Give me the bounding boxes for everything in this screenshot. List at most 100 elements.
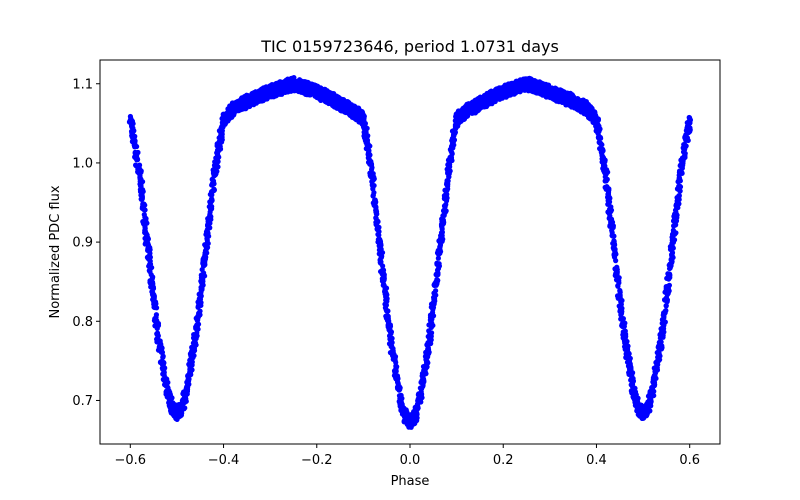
data-point <box>666 288 672 294</box>
data-point <box>418 399 424 405</box>
data-point <box>155 333 161 339</box>
data-point <box>160 353 166 359</box>
data-point <box>374 226 380 232</box>
data-point <box>677 176 683 182</box>
data-point <box>147 254 153 260</box>
data-point <box>218 130 224 136</box>
data-point <box>371 202 377 208</box>
data-point <box>684 135 691 141</box>
data-point <box>676 183 682 189</box>
data-point <box>197 300 203 306</box>
data-point <box>661 319 667 325</box>
data-point <box>606 187 612 193</box>
data-point <box>196 291 202 297</box>
data-point <box>147 250 153 256</box>
data-point <box>434 278 441 284</box>
data-point <box>437 244 443 250</box>
data-point <box>652 373 658 379</box>
data-point <box>440 217 446 223</box>
data-point <box>605 169 611 175</box>
data-point <box>377 239 384 245</box>
data-point <box>360 114 367 120</box>
data-point <box>671 237 678 243</box>
data-point <box>197 308 203 314</box>
x-tick-label: −0.6 <box>115 453 147 468</box>
data-point <box>139 179 146 185</box>
data-point <box>385 308 391 314</box>
data-point <box>191 347 198 354</box>
data-point <box>204 244 211 251</box>
data-point <box>428 330 435 336</box>
data-point <box>435 261 441 267</box>
data-point <box>380 263 386 269</box>
data-point <box>674 212 680 218</box>
data-point <box>611 244 617 250</box>
data-point <box>665 272 672 278</box>
data-point <box>687 127 693 133</box>
data-point <box>681 147 687 153</box>
data-point <box>142 214 148 220</box>
data-point <box>384 292 390 298</box>
data-point <box>168 395 175 401</box>
data-point <box>663 303 669 309</box>
data-point <box>673 230 679 236</box>
data-point <box>673 222 679 228</box>
data-point <box>138 196 144 202</box>
y-axis-label: Normalized PDC flux <box>48 185 63 318</box>
data-point <box>150 284 156 290</box>
data-point <box>376 232 382 238</box>
data-point <box>608 208 614 215</box>
data-point <box>599 150 605 157</box>
data-point <box>144 220 150 226</box>
data-point <box>195 313 201 319</box>
data-point <box>604 194 611 200</box>
data-point <box>676 193 682 199</box>
y-axis-ticks: 0.7 0.8 0.9 1.0 1.1 <box>72 77 100 409</box>
data-points <box>126 75 694 430</box>
data-point <box>615 283 621 289</box>
data-point <box>392 369 398 376</box>
data-point <box>152 304 158 311</box>
data-point <box>207 225 213 231</box>
data-point <box>604 176 610 182</box>
data-point <box>423 365 429 371</box>
data-point <box>656 340 663 346</box>
y-tick-label: 1.1 <box>72 77 93 92</box>
data-point <box>206 213 213 219</box>
data-point <box>211 187 217 194</box>
data-point <box>666 282 673 288</box>
data-point <box>609 227 615 234</box>
data-point <box>192 337 198 343</box>
data-point <box>614 264 620 270</box>
data-point <box>669 250 676 256</box>
data-point <box>686 114 692 121</box>
data-point <box>202 273 208 279</box>
data-point <box>653 367 659 373</box>
data-point <box>677 188 683 194</box>
chart-title: TIC 0159723646, period 1.0731 days <box>260 37 559 56</box>
x-tick-label: 0.4 <box>586 453 607 468</box>
data-point <box>452 130 458 136</box>
y-tick-label: 0.9 <box>72 236 93 251</box>
x-tick-label: −0.4 <box>208 453 240 468</box>
data-point <box>387 328 393 335</box>
data-point <box>447 161 453 167</box>
data-point <box>364 142 370 148</box>
data-point <box>383 302 389 308</box>
data-point <box>362 127 368 133</box>
data-point <box>619 321 625 327</box>
data-point <box>369 165 375 171</box>
data-point <box>435 265 442 272</box>
data-point <box>439 229 445 235</box>
data-point <box>389 335 395 341</box>
data-point <box>439 224 445 230</box>
data-point <box>611 233 617 239</box>
data-point <box>611 252 617 258</box>
data-point <box>370 186 376 192</box>
data-point <box>154 325 160 332</box>
data-point <box>186 376 192 382</box>
data-point <box>207 203 213 209</box>
data-point <box>161 359 167 366</box>
data-point <box>429 320 435 326</box>
data-point <box>616 275 622 281</box>
